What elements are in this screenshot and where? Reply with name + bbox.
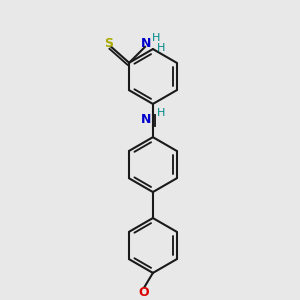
Text: S: S (104, 38, 113, 50)
Text: N: N (141, 112, 152, 126)
Text: N: N (141, 37, 152, 50)
Text: H: H (157, 43, 165, 53)
Text: H: H (152, 33, 160, 43)
Text: O: O (138, 286, 149, 299)
Text: H: H (157, 109, 165, 118)
